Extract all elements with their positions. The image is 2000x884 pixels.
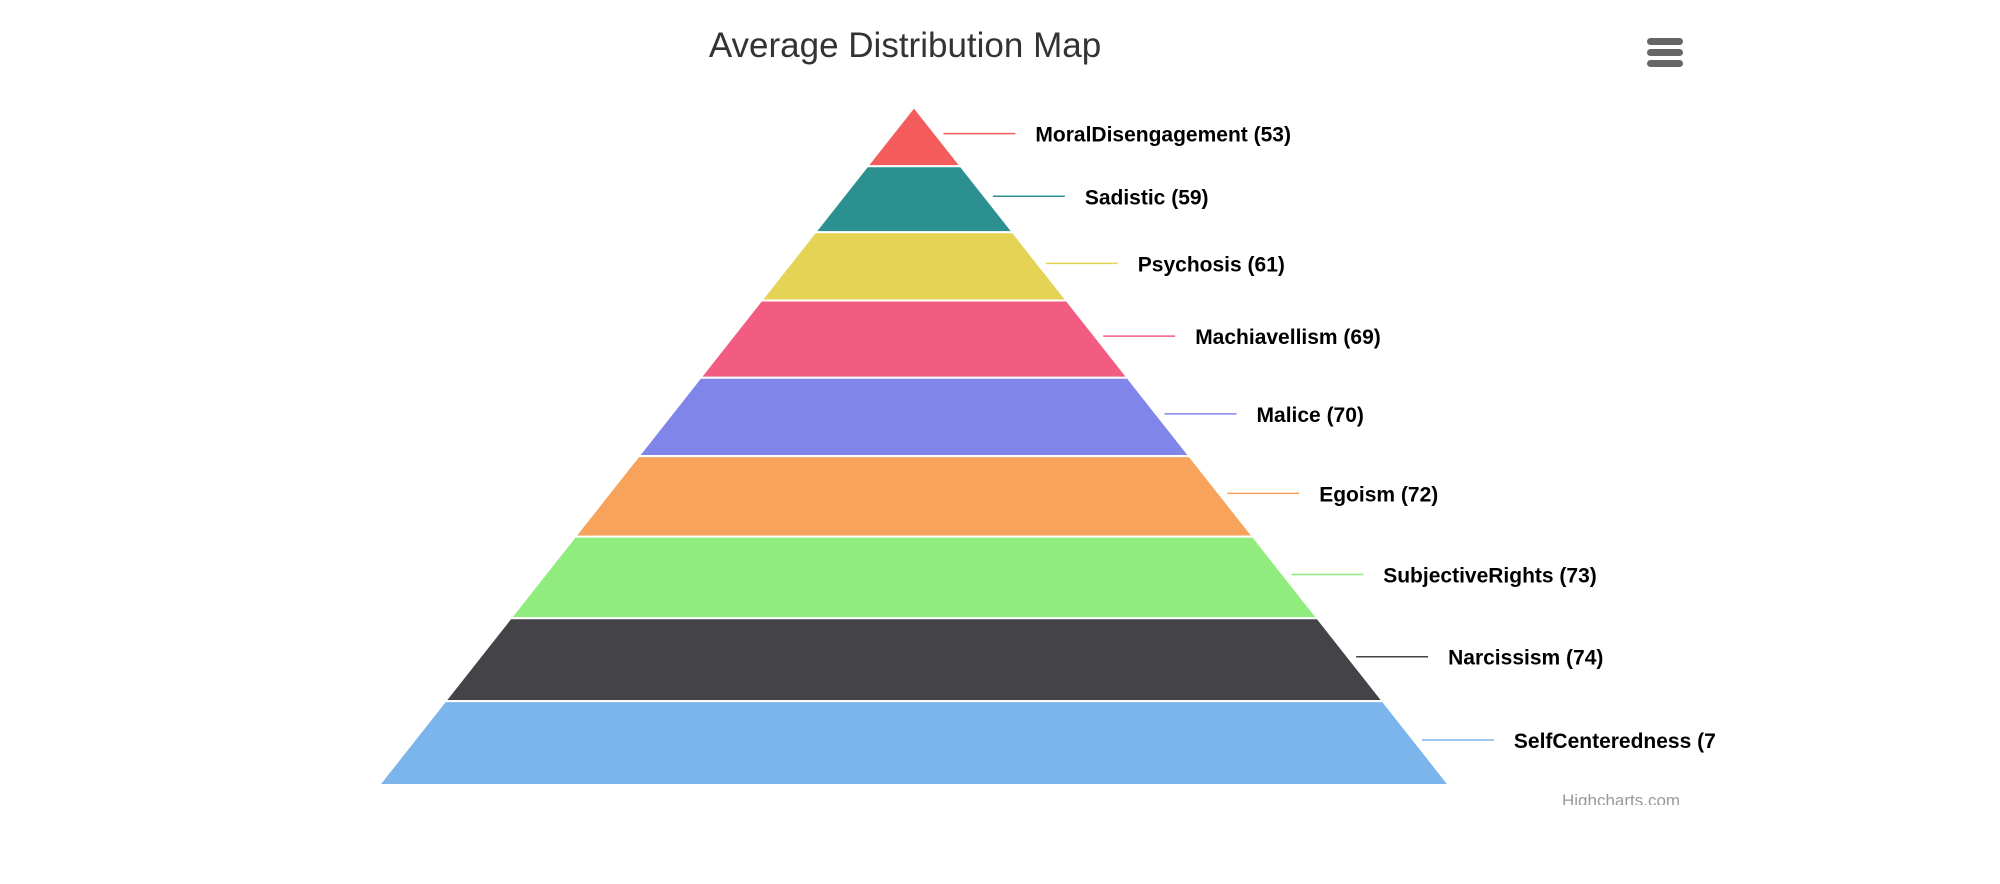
pyramid-segment-moraldisengagement[interactable] <box>865 105 963 168</box>
menu-bar-middle <box>1647 49 1683 56</box>
pyramid-segment-psychosis[interactable] <box>759 231 1069 302</box>
pyramid-segment-narcissism[interactable] <box>443 617 1385 703</box>
data-label-egoism: Egoism (72) <box>1319 483 1438 506</box>
credits-link[interactable]: Highcharts.com <box>1562 791 1681 805</box>
data-label-psychosis: Psychosis (61) <box>1138 253 1285 276</box>
data-label-machiavellism: Machiavellism (69) <box>1195 326 1381 349</box>
menu-bar-top <box>1647 38 1683 45</box>
data-label-subjectiverights: SubjectiveRights (73) <box>1383 564 1597 587</box>
data-label-selfcenteredness: SelfCenteredness (7 <box>1514 730 1716 753</box>
data-label-moraldisengagement: MoralDisengagement (53) <box>1035 124 1291 147</box>
menu-bar-bottom <box>1647 60 1683 67</box>
pyramid-segment-subjectiverights[interactable] <box>508 535 1320 620</box>
chart-title: Average Distribution Map <box>708 26 1102 65</box>
pyramid-segment-machiavellism[interactable] <box>698 299 1130 379</box>
data-label-narcissism: Narcissism (74) <box>1448 647 1603 670</box>
pyramid-segment-egoism[interactable] <box>572 455 1256 538</box>
pyramid-segment-malice[interactable] <box>636 376 1192 458</box>
pyramid-segment-selfcenteredness[interactable] <box>376 700 1452 786</box>
data-label-malice: Malice (70) <box>1257 404 1364 427</box>
pyramid-segment-sadistic[interactable] <box>813 165 1015 234</box>
data-label-sadistic: Sadistic (59) <box>1085 186 1209 209</box>
hamburger-menu-icon[interactable] <box>1647 38 1685 72</box>
